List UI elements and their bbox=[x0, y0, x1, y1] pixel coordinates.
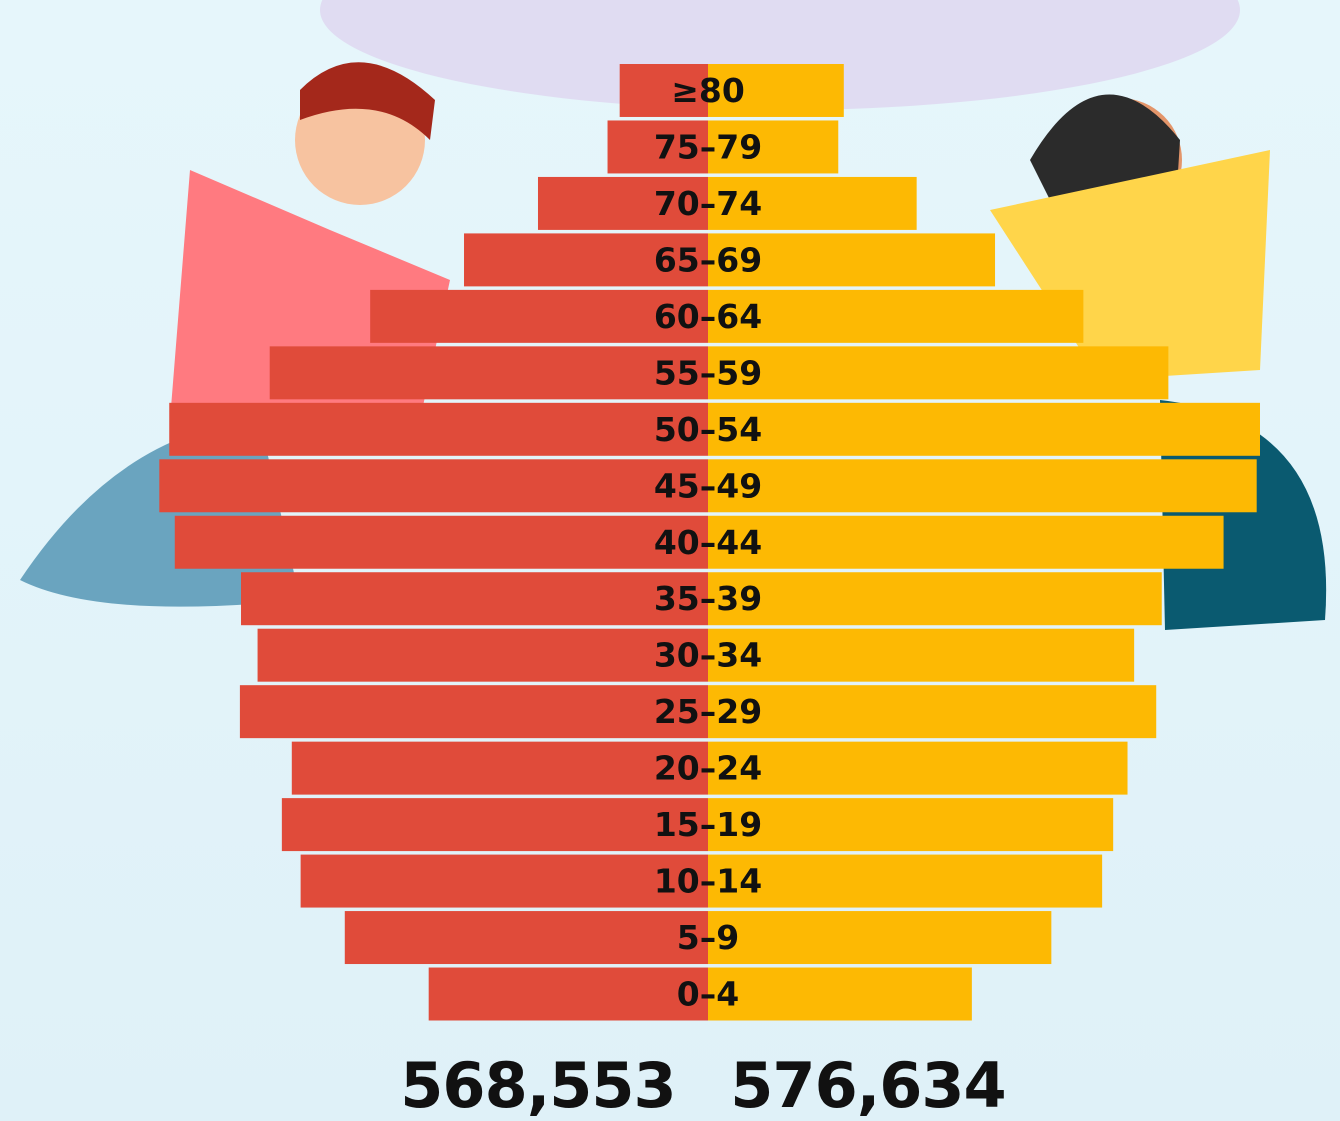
category-label: 30–34 bbox=[654, 636, 762, 675]
bar bbox=[270, 346, 708, 399]
category-label: 15–19 bbox=[654, 805, 762, 844]
bar bbox=[708, 968, 972, 1021]
category-label: 40–44 bbox=[654, 523, 762, 562]
bar bbox=[258, 629, 708, 682]
bar bbox=[282, 798, 708, 851]
girl-shirt bbox=[990, 150, 1270, 380]
bar bbox=[159, 459, 708, 512]
category-label: 5–9 bbox=[677, 918, 739, 957]
category-label: ≥80 bbox=[671, 71, 745, 110]
bar bbox=[240, 685, 708, 738]
bar bbox=[708, 459, 1257, 512]
category-label: 55–59 bbox=[654, 353, 762, 392]
bar bbox=[708, 629, 1134, 682]
bar bbox=[175, 516, 708, 569]
bar bbox=[169, 403, 708, 456]
bar bbox=[429, 968, 708, 1021]
bar bbox=[708, 290, 1083, 343]
category-label: 10–14 bbox=[654, 862, 762, 901]
bar bbox=[708, 516, 1224, 569]
category-label: 20–24 bbox=[654, 749, 762, 788]
bar bbox=[292, 742, 708, 795]
category-label: 65–69 bbox=[654, 240, 762, 279]
chart: ≥80 75–79 70–74 65–69 60–64 55–59 50–54 45–49 40… bbox=[0, 0, 1340, 1121]
category-label: 0–4 bbox=[677, 975, 739, 1014]
bar bbox=[708, 798, 1113, 851]
right-total: 576,634 bbox=[730, 1049, 1005, 1121]
category-label: 25–29 bbox=[654, 692, 762, 731]
bar bbox=[708, 572, 1162, 625]
category-label: 50–54 bbox=[654, 410, 762, 449]
category-label: 45–49 bbox=[654, 466, 762, 505]
labels: ≥80 75–79 70–74 65–69 60–64 55–59 50–54 45–49 40… bbox=[654, 71, 762, 1014]
bar bbox=[345, 911, 708, 964]
category-label: 70–74 bbox=[654, 184, 762, 223]
bar bbox=[708, 742, 1128, 795]
bar bbox=[708, 855, 1102, 908]
category-label: 75–79 bbox=[654, 127, 762, 166]
category-label: 60–64 bbox=[654, 297, 762, 336]
bar bbox=[708, 685, 1156, 738]
bar bbox=[708, 346, 1168, 399]
bar bbox=[708, 403, 1260, 456]
category-label: 35–39 bbox=[654, 579, 762, 618]
bar bbox=[708, 911, 1051, 964]
bar bbox=[301, 855, 708, 908]
page: ≥80 75–79 70–74 65–69 60–64 55–59 50–54 45–49 40… bbox=[0, 0, 1340, 1121]
left-total: 568,553 bbox=[400, 1049, 675, 1121]
bar bbox=[241, 572, 708, 625]
